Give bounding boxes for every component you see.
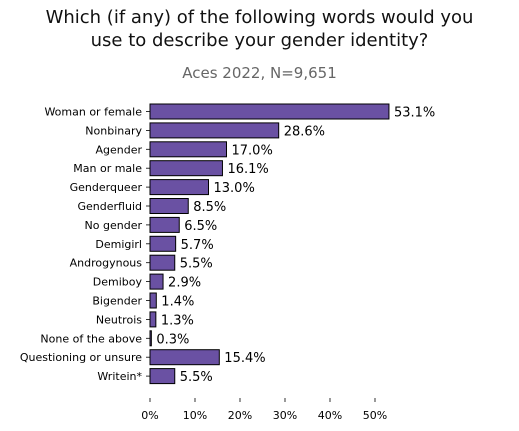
bar (149, 103, 390, 120)
bar (149, 216, 180, 233)
x-tick-label: 50% (363, 409, 387, 422)
bar (149, 311, 157, 328)
bar (149, 273, 164, 290)
value-label: 13.0% (214, 181, 255, 196)
x-tick-label: 10% (183, 409, 207, 422)
bar (149, 198, 189, 214)
value-label: 6.5% (184, 219, 217, 234)
value-label: 1.4% (161, 295, 194, 310)
bar (149, 292, 157, 309)
value-label: 28.6% (284, 124, 325, 139)
category-label: Writein* (97, 370, 142, 383)
x-tick-label: 0% (141, 409, 158, 422)
category-label: Woman or female (44, 106, 142, 119)
chart-title-line-1: Which (if any) of the following words wo… (45, 7, 474, 28)
value-label: 2.9% (168, 276, 201, 291)
value-label: 0.3% (156, 332, 189, 347)
value-label: 8.5% (193, 200, 226, 215)
value-label: 5.7% (181, 238, 214, 253)
category-label: Bigender (92, 295, 142, 308)
chart-title-line-2: use to describe your gender identity? (90, 30, 429, 51)
value-label: 53.1% (394, 106, 435, 121)
bar (149, 141, 227, 158)
category-label: Androgynous (70, 257, 143, 270)
chart-title: Which (if any) of the following words wo… (0, 6, 519, 52)
category-label: Nonbinary (85, 124, 142, 137)
category-label: Man or male (73, 162, 142, 175)
value-label: 5.5% (180, 257, 213, 272)
value-label: 16.1% (227, 162, 268, 177)
chart-subtitle: Aces 2022, N=9,651 (182, 64, 337, 82)
bar (149, 179, 209, 196)
category-label: Demigirl (95, 238, 142, 251)
x-tick-label: 40% (318, 409, 342, 422)
value-label: 17.0% (232, 143, 273, 158)
category-label: No gender (85, 219, 143, 232)
bar (149, 122, 280, 139)
bar (149, 160, 223, 177)
category-label: Neutrois (96, 313, 142, 326)
x-tick-label: 30% (273, 409, 297, 422)
bar (149, 368, 176, 385)
bar (149, 235, 177, 252)
category-label: Genderqueer (70, 181, 143, 194)
bar (149, 330, 152, 347)
category-label: Questioning or unsure (20, 351, 142, 364)
bar (149, 349, 220, 366)
category-label: None of the above (40, 332, 142, 345)
category-label: Genderfluid (78, 200, 142, 213)
x-tick-label: 20% (228, 409, 252, 422)
value-label: 1.3% (161, 313, 194, 328)
bar (149, 254, 176, 271)
value-label: 5.5% (180, 370, 213, 385)
category-label: Demiboy (93, 276, 143, 289)
value-label: 15.4% (224, 351, 265, 366)
category-label: Agender (95, 143, 142, 156)
